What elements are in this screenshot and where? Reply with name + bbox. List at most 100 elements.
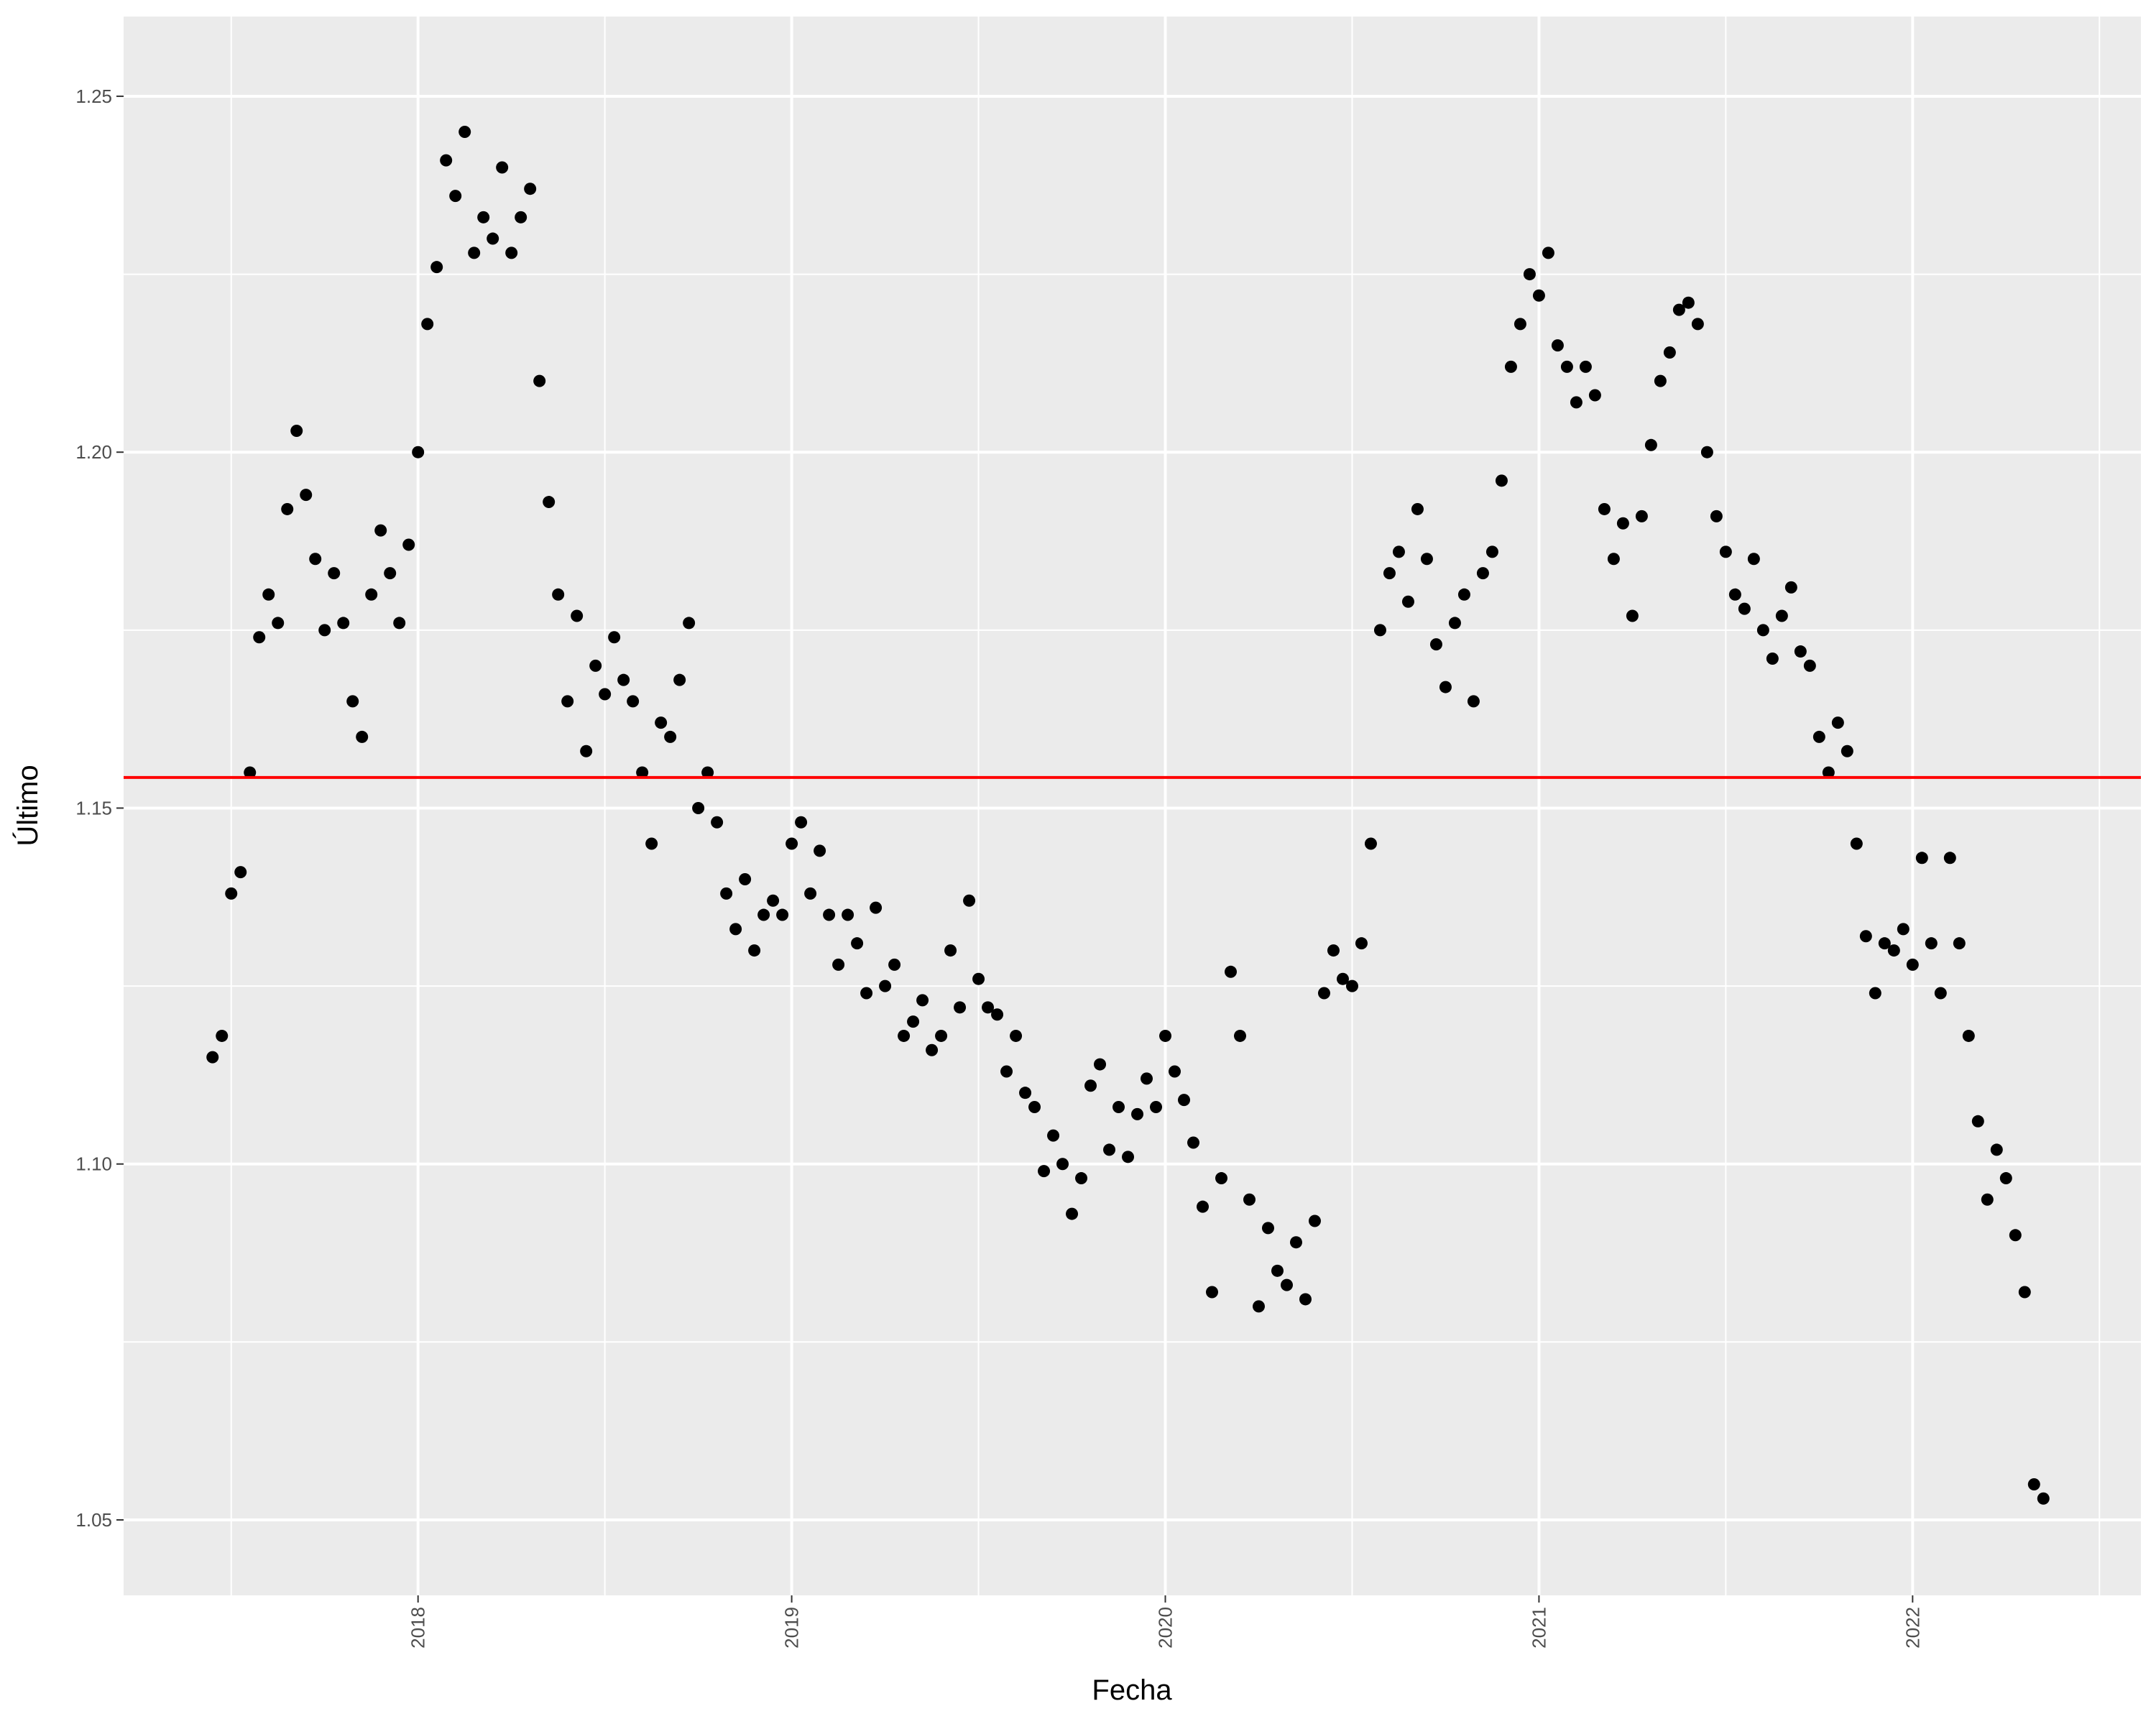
point (842, 908, 854, 921)
point (1841, 745, 1853, 757)
point (468, 246, 481, 259)
point (1056, 1158, 1069, 1171)
point (281, 502, 294, 515)
point (402, 538, 415, 551)
point (1150, 1100, 1163, 1113)
point (393, 617, 406, 630)
point (1289, 1236, 1302, 1249)
point (1532, 289, 1545, 302)
point (1925, 937, 1938, 950)
point (748, 944, 761, 957)
point (1560, 360, 1573, 373)
point (2009, 1229, 2022, 1242)
point (1345, 979, 1358, 992)
point (776, 908, 789, 921)
point (1000, 1065, 1013, 1078)
point (318, 624, 331, 637)
point (206, 1051, 219, 1064)
point (1467, 695, 1480, 708)
point (608, 631, 621, 644)
point (926, 1043, 939, 1056)
point (1429, 638, 1442, 651)
point (645, 837, 658, 850)
point (1280, 1278, 1293, 1291)
point (1224, 965, 1237, 978)
point (673, 673, 686, 686)
point (1476, 567, 1489, 580)
point (1598, 502, 1611, 515)
point (692, 801, 705, 814)
point (1075, 1172, 1088, 1185)
point (1169, 1065, 1181, 1078)
point (524, 183, 537, 195)
point (487, 232, 499, 245)
point (1439, 681, 1452, 693)
point (1215, 1172, 1227, 1185)
point (1457, 588, 1470, 601)
point (589, 659, 602, 672)
point (804, 887, 817, 900)
point (991, 1008, 1004, 1021)
y-tick-label: 1.20 (75, 441, 112, 463)
point (1766, 652, 1779, 665)
point (580, 745, 593, 757)
point (1654, 374, 1667, 387)
point (1047, 1129, 1060, 1142)
point (683, 617, 696, 630)
panel (124, 17, 2141, 1595)
point (1981, 1193, 1994, 1206)
point (1019, 1087, 1032, 1100)
point (944, 944, 957, 957)
point (440, 154, 453, 167)
point (720, 887, 733, 900)
point (1728, 588, 1741, 601)
point (430, 261, 443, 274)
point (954, 1001, 967, 1014)
point (1878, 937, 1891, 950)
point (664, 730, 677, 743)
point (1141, 1072, 1153, 1085)
point (1934, 987, 1947, 1000)
point (1178, 1094, 1191, 1107)
point (1327, 944, 1340, 957)
point (253, 631, 266, 644)
point (374, 524, 387, 537)
point (571, 609, 584, 622)
point (2018, 1286, 2031, 1299)
point (1719, 545, 1732, 558)
point (1644, 438, 1657, 451)
point (757, 908, 770, 921)
point (832, 958, 845, 971)
point (309, 553, 322, 566)
point (1411, 502, 1424, 515)
point (1514, 318, 1526, 331)
point (1252, 1300, 1265, 1313)
point (496, 161, 509, 174)
point (1448, 617, 1461, 630)
point (767, 894, 780, 907)
point (963, 894, 976, 907)
y-tick-label: 1.15 (75, 797, 112, 819)
point (823, 908, 836, 921)
point (1485, 545, 1498, 558)
point (1990, 1143, 2003, 1156)
y-tick-label: 1.10 (75, 1153, 112, 1175)
point (729, 923, 742, 936)
point (346, 695, 359, 708)
point (1953, 937, 1966, 950)
point (1812, 730, 1825, 743)
point (879, 979, 892, 992)
point (337, 617, 350, 630)
point (1663, 346, 1676, 359)
point (1317, 987, 1330, 1000)
point (1588, 389, 1601, 402)
point (1775, 609, 1788, 622)
point (1495, 474, 1508, 487)
point (365, 588, 378, 601)
point (982, 1001, 995, 1014)
point (290, 424, 303, 437)
point (1271, 1264, 1284, 1277)
point (1392, 545, 1405, 558)
point (636, 766, 649, 779)
point (225, 887, 238, 900)
